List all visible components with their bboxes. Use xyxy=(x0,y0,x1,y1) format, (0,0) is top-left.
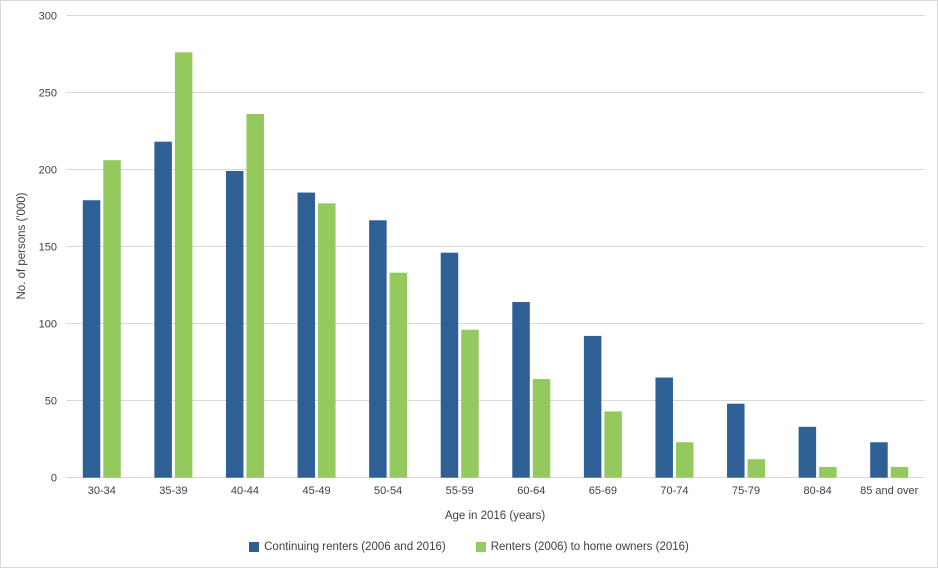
y-tick-label: 0 xyxy=(51,473,57,485)
bar-series2-40-44 xyxy=(246,113,264,478)
legend-item: Renters (2006) to home owners (2016) xyxy=(475,541,689,553)
bar-series1-40-44 xyxy=(225,170,244,478)
bar-series1-80-84 xyxy=(798,426,817,478)
x-tick-label: 50-54 xyxy=(374,485,402,497)
y-tick-label: 200 xyxy=(39,164,57,176)
bar-series1-45-49 xyxy=(297,192,316,478)
bar-series2-55-59 xyxy=(461,329,479,478)
x-tick-label: 55-59 xyxy=(446,485,474,497)
bar-series2-50-54 xyxy=(389,272,408,478)
bar-series2-75-79 xyxy=(747,459,766,478)
bar-series1-55-59 xyxy=(440,252,459,478)
x-tick-label: 75-79 xyxy=(732,485,760,497)
bar-series1-65-69 xyxy=(583,335,602,478)
y-axis-title: No. of persons ('000) xyxy=(16,192,28,300)
y-tick-label: 100 xyxy=(39,319,57,331)
x-tick-label: 40-44 xyxy=(231,485,259,497)
legend-swatch-icon xyxy=(249,542,260,552)
bar-series1-75-79 xyxy=(727,403,745,478)
bar-series2-70-74 xyxy=(675,442,694,478)
y-tick-label: 150 xyxy=(39,242,57,254)
bar-series2-60-64 xyxy=(532,379,551,478)
x-tick-label: 30-34 xyxy=(88,485,116,497)
bar-series2-65-69 xyxy=(604,411,622,478)
bar-series1-35-39 xyxy=(154,141,172,478)
bar-series1-30-34 xyxy=(82,200,101,478)
bar-series1-50-54 xyxy=(369,220,387,478)
legend-item: Continuing renters (2006 and 2016) xyxy=(249,541,446,553)
legend: Continuing renters (2006 and 2016) Renter… xyxy=(1,541,937,553)
legend-label: Continuing renters (2006 and 2016) xyxy=(264,541,446,553)
legend-swatch-icon xyxy=(475,542,486,552)
x-tick-label: 35-39 xyxy=(159,485,187,497)
bar-series1-60-64 xyxy=(512,301,530,478)
y-tick-label: 50 xyxy=(45,396,57,408)
bar-series2-45-49 xyxy=(318,203,336,478)
x-tick-label: 60-64 xyxy=(517,485,545,497)
legend-label: Renters (2006) to home owners (2016) xyxy=(490,541,689,553)
x-tick-label: 45-49 xyxy=(302,485,330,497)
bar-series2-35-39 xyxy=(174,52,193,478)
x-tick-label: 65-69 xyxy=(589,485,617,497)
bar-series1-70-74 xyxy=(655,377,673,478)
bar-series2-30-34 xyxy=(103,160,121,478)
y-tick-label: 300 xyxy=(39,10,57,22)
bar-series2-85 and over xyxy=(890,466,909,478)
x-tick-label: 70-74 xyxy=(660,485,688,497)
x-tick-label: 80-84 xyxy=(804,485,832,497)
y-tick-label: 250 xyxy=(39,87,57,99)
x-tick-label: 85 and over xyxy=(860,485,918,497)
bar-series2-80-84 xyxy=(819,466,837,478)
bar-series1-85 and over xyxy=(870,442,888,478)
x-axis-title: Age in 2016 (years) xyxy=(444,510,546,522)
